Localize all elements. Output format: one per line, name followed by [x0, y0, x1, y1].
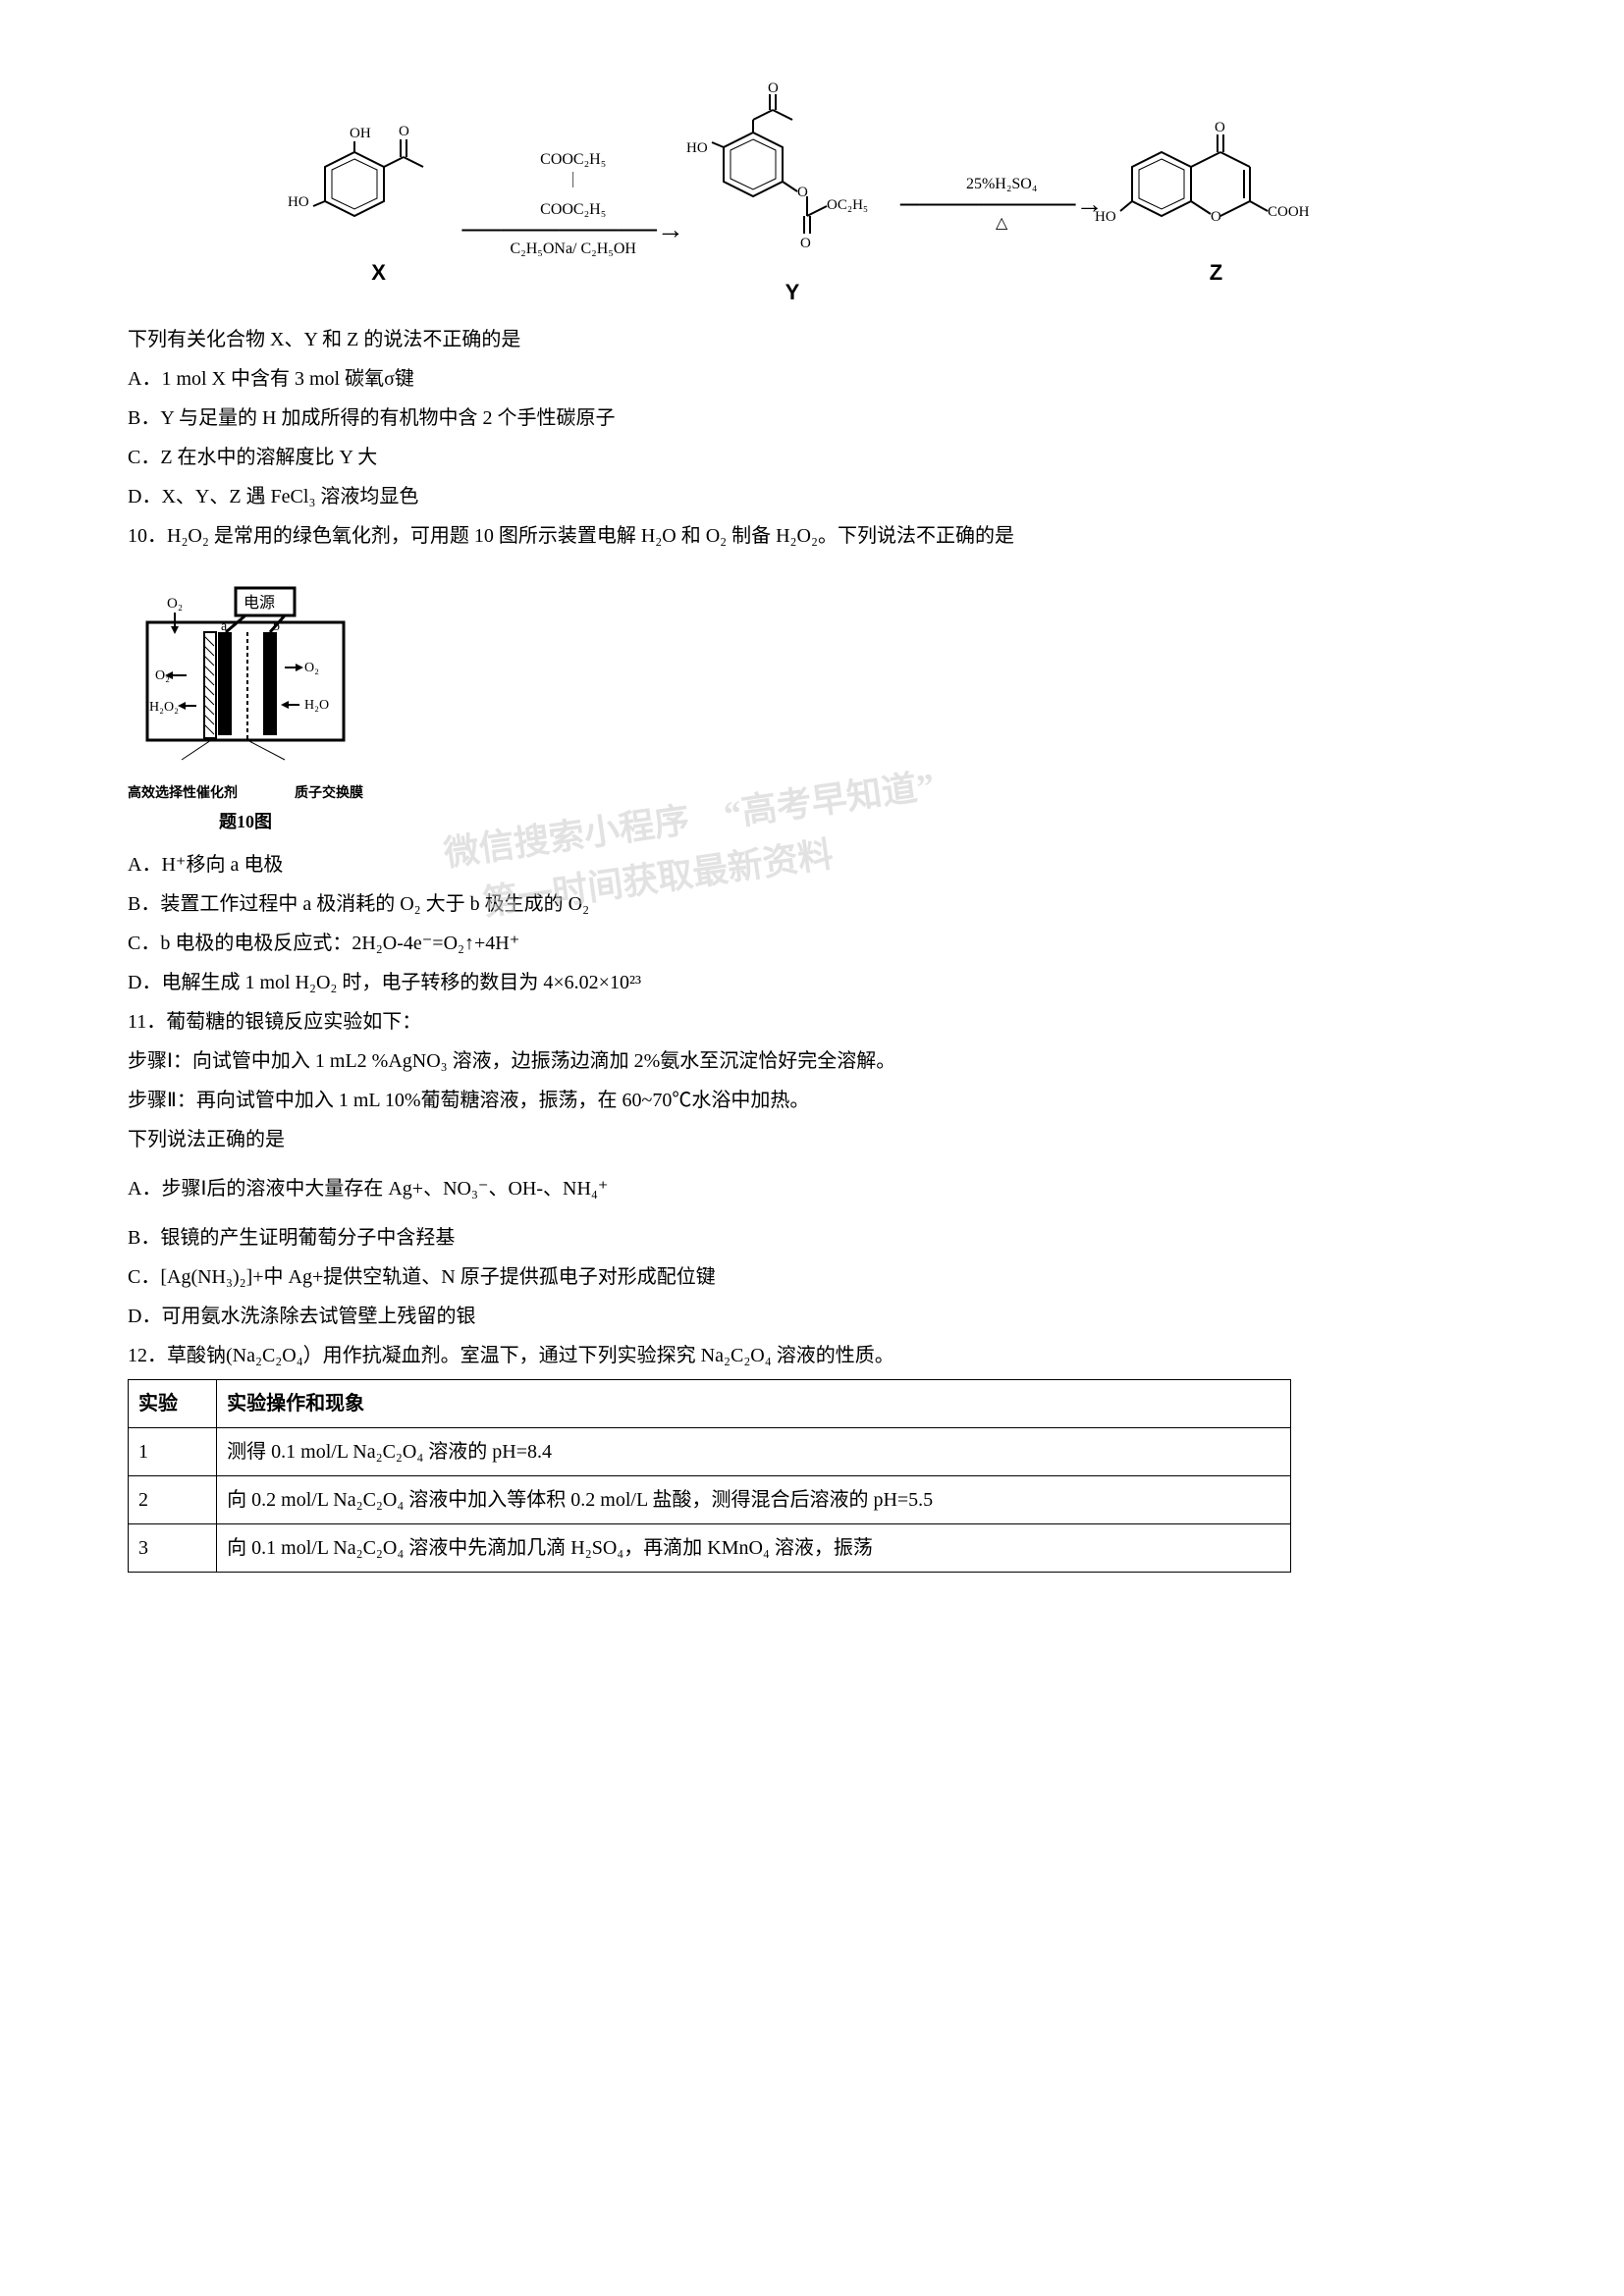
molecule-z: HO O O COOH Z — [1112, 118, 1319, 293]
svg-text:O: O — [399, 124, 409, 139]
svg-text:HO: HO — [1095, 209, 1116, 225]
q10-stem: 10．H₂O₂ 是常用的绿色氧化剂，可用题 10 图所示装置电解 H₂O 和 O… — [128, 518, 1496, 554]
table-cell: 测得 0.1 mol/L Na₂C₂O₄ 溶液的 pH=8.4 — [217, 1428, 1291, 1476]
molecule-z-label: Z — [1210, 253, 1222, 293]
q10-option-b: B．装置工作过程中 a 极消耗的 O₂ 大于 b 极生成的 O₂ — [128, 886, 1496, 922]
molecule-x: OH HO O X — [305, 118, 453, 293]
svg-text:O: O — [1215, 120, 1225, 135]
svg-text:O: O — [1211, 209, 1221, 225]
q11-option-a: A．步骤Ⅰ后的溶液中大量存在 Ag+、NO₃⁻、OH-、NH₄⁺ — [128, 1171, 1496, 1206]
q11-step1: 步骤Ⅰ：向试管中加入 1 mL2 %AgNO₃ 溶液，边振荡边滴加 2%氨水至沉… — [128, 1043, 1496, 1079]
svg-text:OC₂H₅: OC₂H₅ — [827, 197, 868, 213]
q9-option-b: B．Y 与足量的 H 加成所得的有机物中含 2 个手性碳原子 — [128, 400, 1496, 436]
q10-option-c: C．b 电极的电极反应式：2H₂O-4e⁻=O₂↑+4H⁺ — [128, 926, 1496, 961]
svg-text:COOH: COOH — [1268, 204, 1310, 220]
svg-text:O₂: O₂ — [304, 661, 319, 675]
reaction-arrow-1: COOC₂H₅ ｜ COOC₂H₅ ──────────→ C₂H₅ONa/ C… — [462, 146, 684, 264]
table-row: 3 向 0.1 mol/L Na₂C₂O₄ 溶液中先滴加几滴 H₂SO₄，再滴加… — [129, 1524, 1291, 1573]
arrow1-reagent-3: C₂H₅ONa/ C₂H₅OH — [510, 236, 636, 264]
reaction-scheme: OH HO O X COOC₂H₅ ｜ COOC₂H₅ ──────────→ … — [128, 98, 1496, 312]
q11-stem: 11．葡萄糖的银镜反应实验如下： — [128, 1004, 1496, 1040]
arrow2-reagent-bot: △ — [996, 210, 1007, 239]
q12-stem: 12．草酸钠(Na₂C₂O₄）用作抗凝血剂。室温下，通过下列实验探究 Na₂C₂… — [128, 1338, 1496, 1373]
molecule-z-svg: HO O O COOH — [1112, 118, 1319, 245]
molecule-x-label: X — [371, 253, 386, 293]
svg-text:HO: HO — [288, 194, 309, 210]
svg-text:H₂O: H₂O — [304, 698, 329, 713]
molecule-x-svg: OH HO O — [305, 118, 453, 245]
q11-option-b: B．银镜的产生证明葡萄分子中含羟基 — [128, 1220, 1496, 1255]
fig-catalyst-label: 高效选择性催化剂 — [128, 781, 238, 806]
q11-option-d: D．可用氨水洗涤除去试管壁上残留的银 — [128, 1299, 1496, 1334]
table-cell: 向 0.1 mol/L Na₂C₂O₄ 溶液中先滴加几滴 H₂SO₄，再滴加 K… — [217, 1524, 1291, 1573]
q9-option-d: D．X、Y、Z 遇 FeCl₃ 溶液均显色 — [128, 479, 1496, 514]
q9-option-c: C．Z 在水中的溶解度比 Y 大 — [128, 440, 1496, 475]
q10-diagram-svg: 电源 a b O₂ O₂ H₂O₂ O₂ — [128, 573, 363, 770]
svg-text:OH: OH — [350, 126, 371, 141]
svg-text:HO: HO — [686, 140, 708, 156]
svg-text:O₂: O₂ — [167, 596, 183, 612]
molecule-y-svg: HO O O O OC₂H₅ — [694, 98, 891, 265]
table-cell: 3 — [129, 1524, 217, 1573]
q10-figure: 电源 a b O₂ O₂ H₂O₂ O₂ — [128, 573, 363, 838]
table-header-1: 实验 — [129, 1380, 217, 1428]
table-cell: 1 — [129, 1428, 217, 1476]
q11-option-c: C．[Ag(NH₃)₂]+中 Ag+提供空轨道、N 原子提供孤电子对形成配位键 — [128, 1259, 1496, 1295]
svg-text:O: O — [768, 80, 779, 96]
q10-option-a: A．H⁺移向 a 电极 — [128, 847, 1496, 882]
fig-membrane-label: 质子交换膜 — [295, 781, 363, 806]
table-row: 2 向 0.2 mol/L Na₂C₂O₄ 溶液中加入等体积 0.2 mol/L… — [129, 1476, 1291, 1524]
q11-step2: 步骤Ⅱ：再向试管中加入 1 mL 10%葡萄糖溶液，振荡，在 60~70℃水浴中… — [128, 1083, 1496, 1118]
molecule-y-label: Y — [785, 273, 800, 312]
reaction-arrow-2: 25%H₂SO₄ ─────────→ △ — [900, 171, 1104, 239]
svg-text:H₂O₂: H₂O₂ — [149, 700, 179, 715]
table-row: 1 测得 0.1 mol/L Na₂C₂O₄ 溶液的 pH=8.4 — [129, 1428, 1291, 1476]
q10-figure-caption: 题10图 — [128, 806, 363, 837]
table-cell: 向 0.2 mol/L Na₂C₂O₄ 溶液中加入等体积 0.2 mol/L 盐… — [217, 1476, 1291, 1524]
q9-option-a: A．1 mol X 中含有 3 mol 碳氧σ键 — [128, 361, 1496, 397]
svg-text:b: b — [273, 619, 280, 634]
fig-power-label: 电源 — [244, 594, 275, 612]
q12-table: 实验 实验操作和现象 1 测得 0.1 mol/L Na₂C₂O₄ 溶液的 pH… — [128, 1379, 1291, 1573]
table-header-row: 实验 实验操作和现象 — [129, 1380, 1291, 1428]
molecule-y: HO O O O OC₂H₅ Y — [694, 98, 891, 312]
svg-text:a: a — [221, 619, 228, 634]
q11-prompt: 下列说法正确的是 — [128, 1122, 1496, 1157]
q9-stem: 下列有关化合物 X、Y 和 Z 的说法不正确的是 — [128, 322, 1496, 357]
svg-text:O: O — [800, 236, 811, 251]
table-cell: 2 — [129, 1476, 217, 1524]
q10-option-d: D．电解生成 1 mol H₂O₂ 时，电子转移的数目为 4×6.02×10²³ — [128, 965, 1496, 1000]
table-header-2: 实验操作和现象 — [217, 1380, 1291, 1428]
